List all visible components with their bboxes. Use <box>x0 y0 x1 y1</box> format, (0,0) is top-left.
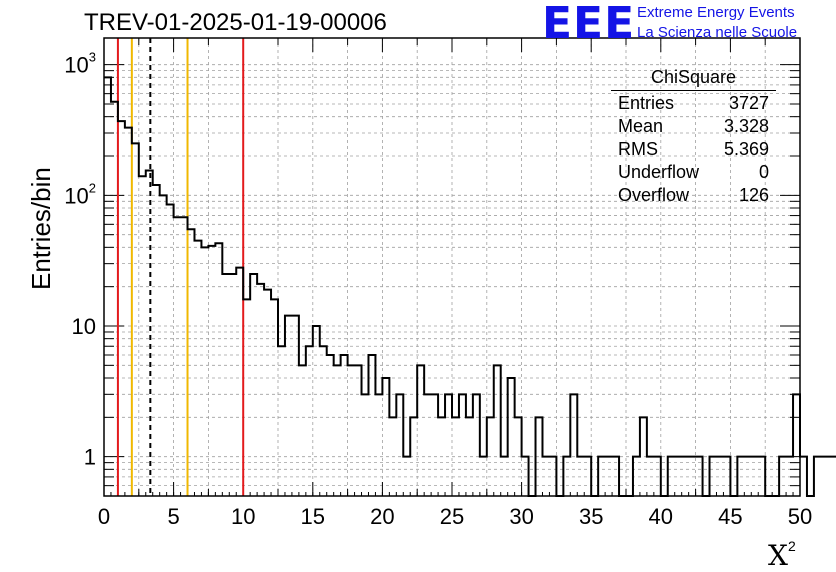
eee-logo: EEE <box>542 0 636 49</box>
stats-value: 3.328 <box>723 116 769 136</box>
y-tick-label-base: 1 <box>84 445 96 470</box>
plot-frame <box>103 37 801 497</box>
stats-value: 0 <box>758 162 769 182</box>
x-tick-label: 25 <box>440 504 464 529</box>
stats-row-overflow: Overflow 126 <box>611 184 776 207</box>
x-tick-label: 20 <box>370 504 394 529</box>
y-tick-label: 102 <box>64 180 96 208</box>
x-axis-label-exponent: 2 <box>787 538 796 554</box>
y-tick-label: 10 <box>72 314 96 339</box>
stats-label: RMS <box>618 139 658 159</box>
stats-box: ChiSquare Entries 3727 Mean 3.328 RMS 5.… <box>611 67 776 207</box>
stats-row-rms: RMS 5.369 <box>611 138 776 161</box>
grid-lines <box>103 38 801 497</box>
logo-tagline-2: La Scienza nelle Scuole <box>637 24 798 41</box>
x-tick-label: 35 <box>579 504 603 529</box>
y-axis-label: Entries/bin <box>26 167 56 290</box>
stats-value: 3727 <box>728 93 769 113</box>
histogram-series <box>104 76 836 497</box>
stats-row-underflow: Underflow 0 <box>611 161 776 184</box>
x-tick-label: 10 <box>231 504 255 529</box>
stats-title: ChiSquare <box>611 67 776 91</box>
stats-value: 5.369 <box>723 139 769 159</box>
y-tick-label-base: 10 <box>64 183 88 208</box>
logo-tagline-1: Extreme Energy Events <box>637 4 795 21</box>
stats-label: Underflow <box>618 162 700 182</box>
y-tick-label-exponent: 2 <box>89 180 96 195</box>
stats-label: Mean <box>618 116 664 136</box>
stats-row-mean: Mean 3.328 <box>611 115 776 138</box>
x-tick-label: 15 <box>301 504 325 529</box>
x-axis-label: X2 <box>768 538 796 572</box>
stats-row-entries: Entries 3727 <box>611 92 776 115</box>
y-tick-label-exponent: 3 <box>89 50 96 65</box>
chart-title: TREV-01-2025-01-19-00006 <box>84 9 387 36</box>
stats-value: 126 <box>738 185 769 205</box>
x-tick-label: 50 <box>788 504 812 529</box>
histogram-line <box>104 76 836 497</box>
x-tick-label: 5 <box>167 504 179 529</box>
x-axis-label-symbol: X <box>768 539 788 572</box>
y-tick-label: 103 <box>64 50 96 78</box>
x-tick-label: 45 <box>718 504 742 529</box>
stats-label: Overflow <box>618 185 690 205</box>
y-tick-label: 1 <box>84 445 96 470</box>
reference-lines <box>116 38 245 496</box>
x-tick-label: 30 <box>509 504 533 529</box>
y-tick-label-base: 10 <box>72 314 96 339</box>
stats-label: Entries <box>618 93 675 113</box>
x-tick-label: 0 <box>98 504 110 529</box>
x-tick-label: 40 <box>649 504 673 529</box>
y-tick-label-base: 10 <box>64 53 88 78</box>
